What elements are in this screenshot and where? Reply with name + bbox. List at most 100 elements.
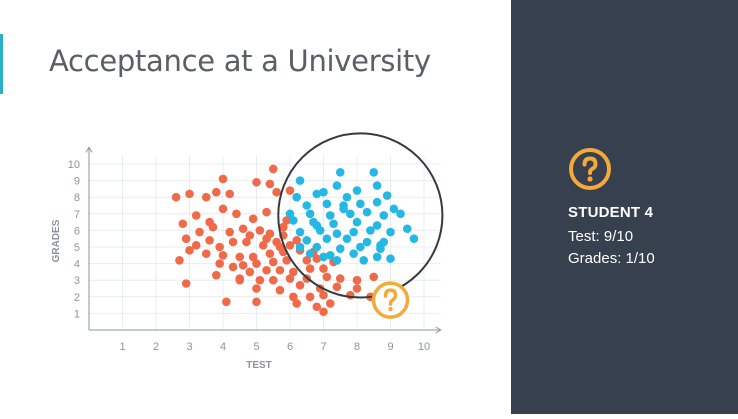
y-tick-label: 5 xyxy=(74,242,80,254)
accepted-point xyxy=(349,249,358,258)
rejected-point xyxy=(268,257,278,267)
y-tick-label: 4 xyxy=(74,259,80,271)
rejected-point xyxy=(289,267,298,277)
rejected-point xyxy=(181,234,191,243)
rejected-point xyxy=(312,254,322,263)
rejected-point xyxy=(218,174,228,184)
x-axis-arrow xyxy=(435,326,442,334)
accepted-point xyxy=(332,229,342,239)
accepted-point xyxy=(372,197,382,207)
rejected-point xyxy=(238,224,248,234)
accepted-point xyxy=(372,221,382,230)
rejected-point xyxy=(302,255,312,265)
rejected-point xyxy=(212,270,221,280)
y-tick-label: 8 xyxy=(74,192,80,204)
accepted-point xyxy=(329,219,338,229)
rejected-point xyxy=(275,242,285,252)
accepted-point xyxy=(362,207,372,217)
accepted-point xyxy=(386,254,395,263)
test-value: 9/10 xyxy=(603,228,634,245)
scatter-chart-svg: 1 2 3 4 5 6 7 8 9 10 1 2 3 4 5 6 7 8 9 10 TEST GRADES xyxy=(51,132,444,371)
accepted-point xyxy=(339,204,348,214)
rejected-point xyxy=(225,227,234,237)
y-tick-label: 6 xyxy=(74,225,80,237)
accepted-point xyxy=(302,201,312,210)
y-tick-label: 3 xyxy=(74,275,80,287)
rejected-point xyxy=(232,209,241,219)
accepted-point xyxy=(372,252,382,262)
accepted-point xyxy=(382,191,392,200)
accepted-point xyxy=(342,192,352,202)
rejected-point xyxy=(289,292,298,302)
rejected-point xyxy=(285,186,295,195)
rejected-point xyxy=(282,216,291,225)
rejected-point xyxy=(265,229,275,239)
accepted-point xyxy=(402,224,412,234)
scatter-chart: 1 2 3 4 5 6 7 8 9 10 1 2 3 4 5 6 7 8 9 10 TEST GRADES xyxy=(51,132,444,371)
accepted-point xyxy=(359,255,369,265)
grades-label: Grades: xyxy=(568,250,626,267)
x-tick-label: 3 xyxy=(186,341,192,353)
grades-value: 1/10 xyxy=(625,250,655,267)
rejected-point xyxy=(305,264,315,273)
accepted-point xyxy=(285,209,295,219)
y-tick-label: 2 xyxy=(74,292,80,304)
rejected-point xyxy=(305,292,315,302)
rejected-point xyxy=(191,211,201,220)
accepted-point xyxy=(396,209,405,219)
accepted-point xyxy=(305,209,315,219)
accepted-point xyxy=(332,181,342,190)
rejected-point xyxy=(258,241,268,250)
slide-main: Acceptance at a University 1 2 3 4 5 6 7 8 9 10 1 2… xyxy=(0,34,444,371)
title-accent-bar xyxy=(0,34,3,94)
accepted-point xyxy=(322,234,332,243)
x-tick-label: 10 xyxy=(418,341,430,353)
x-tick-label: 6 xyxy=(287,341,293,353)
rejected-point xyxy=(262,265,271,275)
rejected-point xyxy=(275,265,285,275)
x-tick-label: 7 xyxy=(320,341,326,353)
question-mark-icon xyxy=(569,148,611,190)
y-tick-label: 1 xyxy=(74,308,80,320)
rejected-point xyxy=(352,275,362,285)
rejected-point xyxy=(201,192,211,202)
rejected-point xyxy=(218,251,228,260)
rejected-point xyxy=(245,231,255,240)
accepted-point xyxy=(325,211,335,220)
rejected-point xyxy=(332,282,342,292)
rejected-point xyxy=(178,219,188,229)
accepted-point xyxy=(335,168,345,177)
accepted-point xyxy=(295,242,305,252)
rejected-point xyxy=(285,274,295,283)
rejected-point xyxy=(285,241,295,250)
rejected-point xyxy=(252,259,261,268)
rejected-point xyxy=(171,192,181,202)
rejected-point xyxy=(208,222,218,232)
accepted-point xyxy=(386,227,395,237)
student-name: STUDENT 4 xyxy=(568,204,654,221)
y-tick-label: 10 xyxy=(68,159,80,171)
rejected-point xyxy=(252,297,261,307)
rejected-point xyxy=(215,259,224,268)
x-axis-label: TEST xyxy=(246,360,272,371)
accepted-point xyxy=(319,252,328,262)
accepted-point xyxy=(305,249,315,258)
x-tick-label: 5 xyxy=(253,341,259,353)
rejected-point xyxy=(279,222,288,232)
rejected-point xyxy=(205,236,214,245)
y-tick-label: 9 xyxy=(74,176,80,188)
rejected-point xyxy=(191,241,201,250)
accepted-point xyxy=(325,251,335,260)
rejected-point xyxy=(175,255,184,265)
rejected-point xyxy=(235,275,245,285)
rejected-point xyxy=(268,275,278,285)
accepted-point xyxy=(295,227,305,237)
rejected-point xyxy=(352,284,362,293)
rejected-point xyxy=(218,204,228,214)
rejected-point xyxy=(235,252,245,262)
rejected-point xyxy=(222,297,231,307)
rejected-point xyxy=(319,264,328,273)
accepted-point xyxy=(409,234,419,243)
rejected-point xyxy=(195,227,204,237)
accepted-point xyxy=(356,242,365,252)
